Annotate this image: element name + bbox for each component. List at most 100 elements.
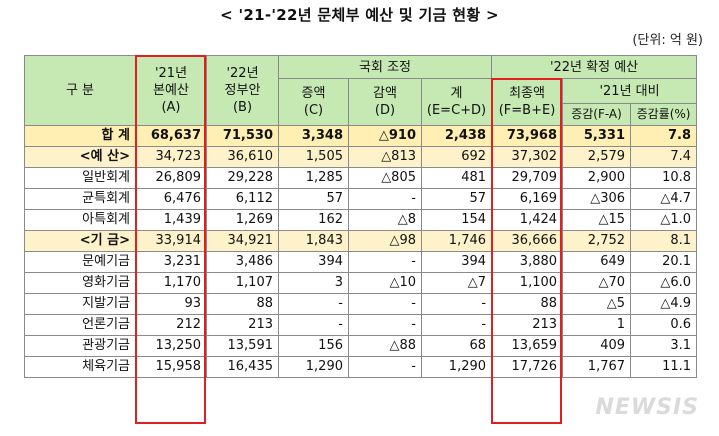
header-category: 구 분 — [24, 55, 136, 126]
final-22-cell: 36,666 — [491, 230, 564, 252]
increase-cell: 162 — [278, 209, 349, 231]
header-decrease: 감액 (D) — [348, 78, 422, 126]
increase-cell: 3 — [278, 272, 349, 294]
rate-cell: 11.1 — [630, 356, 698, 378]
net-cell: 154 — [420, 209, 493, 231]
net-cell: 1,746 — [420, 230, 493, 252]
header-22-gov-proposal: '22년 정부안 (B) — [206, 55, 279, 126]
header-increase: 증액 (C) — [278, 78, 349, 126]
table-body: 합 계 68,637 71,530 3,348 △910 2,438 73,968 5,331… — [24, 125, 698, 378]
increase-cell: - — [278, 293, 349, 315]
rate-cell: 10.8 — [630, 167, 698, 189]
final-22-cell: 213 — [491, 314, 564, 336]
net-cell: 68 — [420, 335, 493, 357]
proposal-22-cell: 1,269 — [206, 209, 279, 231]
table-row: 관광기금 13,250 13,591 156 △88 68 13,659 409 3.1 — [24, 335, 698, 357]
rate-cell: △6.0 — [630, 272, 698, 294]
change-cell: 649 — [562, 251, 632, 273]
watermark-logo: NEWSIS — [595, 395, 699, 420]
net-cell: 692 — [420, 146, 493, 168]
change-cell: 2,752 — [562, 230, 632, 252]
unit-label: (단위: 억 원) — [632, 33, 703, 48]
rate-cell: △4.9 — [630, 293, 698, 315]
change-cell: 1 — [562, 314, 632, 336]
budget-21-cell: 13,250 — [135, 335, 207, 357]
decrease-cell: △813 — [348, 146, 422, 168]
decrease-cell: - — [348, 293, 422, 315]
rate-cell: △4.7 — [630, 188, 698, 210]
rate-cell: △1.0 — [630, 209, 698, 231]
header-22-confirmed: '22년 확정 예산 — [491, 55, 698, 79]
decrease-cell: △805 — [348, 167, 422, 189]
rate-cell: 20.1 — [630, 251, 698, 273]
table-row: 영화기금 1,170 1,107 3 △10 △7 1,100 △70 △6.0 — [24, 272, 698, 294]
row-label-cell: 아특회계 — [24, 209, 136, 231]
decrease-cell: - — [348, 314, 422, 336]
proposal-22-cell: 16,435 — [206, 356, 279, 378]
rate-cell: 0.6 — [630, 314, 698, 336]
net-cell: 481 — [420, 167, 493, 189]
rate-cell: 7.4 — [630, 146, 698, 168]
row-label-cell: 일반회계 — [24, 167, 136, 189]
increase-cell: 1,505 — [278, 146, 349, 168]
proposal-22-cell: 1,107 — [206, 272, 279, 294]
final-22-cell: 29,709 — [491, 167, 564, 189]
table-row: 합 계 68,637 71,530 3,348 △910 2,438 73,968 5,331… — [24, 125, 698, 147]
net-cell: △7 — [420, 272, 493, 294]
change-cell: 2,579 — [562, 146, 632, 168]
net-cell: - — [420, 293, 493, 315]
rate-cell: 7.8 — [630, 125, 698, 147]
row-label-cell: 관광기금 — [24, 335, 136, 357]
net-cell: 57 — [420, 188, 493, 210]
decrease-cell: - — [348, 188, 422, 210]
change-cell: △15 — [562, 209, 632, 231]
table-row: <예 산> 34,723 36,610 1,505 △813 692 37,302 2,579… — [24, 146, 698, 168]
table-row: 균특회계 6,476 6,112 57-57 6,169 △306 △4.7 — [24, 188, 698, 210]
row-label-cell: 영화기금 — [24, 272, 136, 294]
budget-21-cell: 6,476 — [135, 188, 207, 210]
increase-cell: - — [278, 314, 349, 336]
row-label-cell: 균특회계 — [24, 188, 136, 210]
table-row: 아특회계 1,439 1,269 162 △8 154 1,424 △15 △1.0 — [24, 209, 698, 231]
budget-21-cell: 3,231 — [135, 251, 207, 273]
row-label-cell: 언론기금 — [24, 314, 136, 336]
header-net: 계 (E=C+D) — [420, 78, 493, 126]
page-title: < '21-'22년 문체부 예산 및 기금 현황 > — [220, 6, 499, 24]
final-22-cell: 3,880 — [491, 251, 564, 273]
increase-cell: 156 — [278, 335, 349, 357]
decrease-cell: - — [348, 356, 422, 378]
table-row: 일반회계 26,809 29,228 1,285 △805 481 29,709 2,900 1… — [24, 167, 698, 189]
final-22-cell: 1,424 — [491, 209, 564, 231]
decrease-cell: △10 — [348, 272, 422, 294]
increase-cell: 1,843 — [278, 230, 349, 252]
decrease-cell: △8 — [348, 209, 422, 231]
increase-cell: 57 — [278, 188, 349, 210]
proposal-22-cell: 71,530 — [206, 125, 279, 147]
budget-21-cell: 15,958 — [135, 356, 207, 378]
row-label-cell: 합 계 — [24, 125, 136, 147]
budget-21-cell: 1,439 — [135, 209, 207, 231]
table-row: 지발기금 93 88- - -88 △5 △4.9 — [24, 293, 698, 315]
proposal-22-cell: 88 — [206, 293, 279, 315]
table-row: 체육기금 15,958 16,435 1,290-1,290 17,726 1,767 11… — [24, 356, 698, 378]
budget-21-cell: 34,723 — [135, 146, 207, 168]
net-cell: 2,438 — [420, 125, 493, 147]
decrease-cell: △88 — [348, 335, 422, 357]
final-22-cell: 73,968 — [491, 125, 564, 147]
header-21-budget: '21년 본예산 (A) — [135, 55, 207, 126]
budget-21-cell: 68,637 — [135, 125, 207, 147]
header-change: 증감(F-A) — [562, 103, 632, 126]
final-22-cell: 6,169 — [491, 188, 564, 210]
proposal-22-cell: 36,610 — [206, 146, 279, 168]
change-cell: 5,331 — [562, 125, 632, 147]
final-22-cell: 88 — [491, 293, 564, 315]
final-22-cell: 37,302 — [491, 146, 564, 168]
increase-cell: 1,290 — [278, 356, 349, 378]
budget-21-cell: 33,914 — [135, 230, 207, 252]
decrease-cell: △98 — [348, 230, 422, 252]
change-cell: △306 — [562, 188, 632, 210]
row-label-cell: 체육기금 — [24, 356, 136, 378]
final-22-cell: 17,726 — [491, 356, 564, 378]
net-cell: 394 — [420, 251, 493, 273]
final-22-cell: 13,659 — [491, 335, 564, 357]
